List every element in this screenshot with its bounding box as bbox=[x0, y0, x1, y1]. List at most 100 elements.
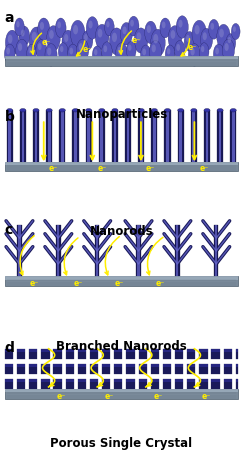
Polygon shape bbox=[175, 349, 183, 359]
Polygon shape bbox=[236, 379, 238, 382]
Polygon shape bbox=[78, 379, 86, 382]
Text: e⁻: e⁻ bbox=[83, 45, 92, 54]
Polygon shape bbox=[187, 379, 195, 382]
Circle shape bbox=[217, 24, 230, 50]
Circle shape bbox=[192, 20, 207, 47]
Text: c: c bbox=[5, 223, 13, 237]
Polygon shape bbox=[5, 379, 13, 382]
Circle shape bbox=[4, 44, 15, 64]
Text: e⁻: e⁻ bbox=[156, 279, 165, 288]
Polygon shape bbox=[5, 162, 238, 171]
Ellipse shape bbox=[7, 108, 13, 112]
Polygon shape bbox=[5, 389, 238, 392]
Text: a: a bbox=[5, 11, 14, 25]
Text: e⁻: e⁻ bbox=[29, 279, 39, 288]
Polygon shape bbox=[35, 110, 37, 162]
Ellipse shape bbox=[191, 108, 197, 112]
Text: e⁻: e⁻ bbox=[146, 164, 155, 173]
Circle shape bbox=[68, 44, 78, 64]
Circle shape bbox=[36, 40, 47, 59]
Polygon shape bbox=[139, 379, 147, 389]
Polygon shape bbox=[57, 225, 59, 277]
Polygon shape bbox=[153, 110, 156, 162]
Polygon shape bbox=[112, 110, 118, 162]
Polygon shape bbox=[56, 225, 61, 277]
Circle shape bbox=[174, 40, 185, 60]
Text: e⁻: e⁻ bbox=[187, 43, 197, 52]
Polygon shape bbox=[199, 349, 208, 359]
Circle shape bbox=[109, 28, 124, 55]
Polygon shape bbox=[59, 110, 65, 162]
Polygon shape bbox=[139, 364, 147, 374]
Circle shape bbox=[19, 26, 30, 46]
Polygon shape bbox=[219, 110, 222, 162]
Circle shape bbox=[128, 45, 131, 51]
Circle shape bbox=[213, 44, 224, 64]
Polygon shape bbox=[7, 110, 13, 162]
Circle shape bbox=[40, 22, 44, 30]
Polygon shape bbox=[66, 364, 74, 374]
Polygon shape bbox=[53, 349, 62, 352]
Polygon shape bbox=[126, 349, 135, 359]
Polygon shape bbox=[187, 379, 195, 389]
Polygon shape bbox=[138, 225, 139, 277]
Circle shape bbox=[45, 44, 57, 66]
Circle shape bbox=[18, 43, 22, 51]
Polygon shape bbox=[139, 349, 147, 352]
Circle shape bbox=[106, 21, 110, 27]
Text: Branched Nanorods: Branched Nanorods bbox=[56, 340, 187, 353]
Polygon shape bbox=[151, 110, 157, 162]
Polygon shape bbox=[166, 110, 169, 162]
Circle shape bbox=[126, 41, 136, 59]
Polygon shape bbox=[126, 379, 135, 389]
Polygon shape bbox=[204, 110, 210, 162]
Polygon shape bbox=[17, 349, 25, 359]
Polygon shape bbox=[224, 349, 232, 352]
Circle shape bbox=[15, 18, 24, 36]
Polygon shape bbox=[90, 379, 98, 389]
Polygon shape bbox=[100, 110, 103, 162]
Polygon shape bbox=[236, 379, 238, 389]
Circle shape bbox=[142, 49, 146, 55]
Polygon shape bbox=[125, 110, 131, 162]
Polygon shape bbox=[96, 225, 98, 277]
Polygon shape bbox=[126, 379, 135, 382]
Polygon shape bbox=[187, 364, 195, 374]
Polygon shape bbox=[178, 110, 184, 162]
Circle shape bbox=[171, 30, 175, 39]
Polygon shape bbox=[5, 364, 13, 367]
Circle shape bbox=[120, 22, 132, 45]
Polygon shape bbox=[127, 110, 130, 162]
Polygon shape bbox=[151, 364, 159, 367]
Polygon shape bbox=[33, 110, 39, 162]
Circle shape bbox=[55, 18, 66, 38]
Polygon shape bbox=[5, 56, 238, 66]
Circle shape bbox=[57, 22, 61, 28]
Polygon shape bbox=[5, 364, 13, 374]
Polygon shape bbox=[29, 364, 37, 367]
Text: e⁻: e⁻ bbox=[56, 392, 65, 401]
Circle shape bbox=[16, 21, 20, 27]
Circle shape bbox=[219, 29, 224, 37]
Polygon shape bbox=[17, 379, 25, 382]
Circle shape bbox=[210, 23, 214, 30]
Polygon shape bbox=[5, 389, 238, 399]
Polygon shape bbox=[90, 364, 98, 367]
Polygon shape bbox=[5, 162, 238, 165]
Polygon shape bbox=[211, 364, 220, 367]
Circle shape bbox=[62, 30, 74, 53]
Polygon shape bbox=[199, 349, 208, 352]
Polygon shape bbox=[114, 379, 122, 389]
Polygon shape bbox=[224, 349, 232, 359]
Circle shape bbox=[147, 25, 151, 33]
Polygon shape bbox=[126, 364, 135, 374]
Polygon shape bbox=[211, 349, 220, 359]
Polygon shape bbox=[151, 379, 159, 389]
Polygon shape bbox=[17, 349, 25, 352]
Polygon shape bbox=[236, 364, 238, 374]
Polygon shape bbox=[20, 110, 26, 162]
Polygon shape bbox=[78, 349, 86, 359]
Text: Nanoparticles: Nanoparticles bbox=[75, 108, 168, 121]
Ellipse shape bbox=[178, 108, 184, 112]
Circle shape bbox=[191, 48, 195, 55]
